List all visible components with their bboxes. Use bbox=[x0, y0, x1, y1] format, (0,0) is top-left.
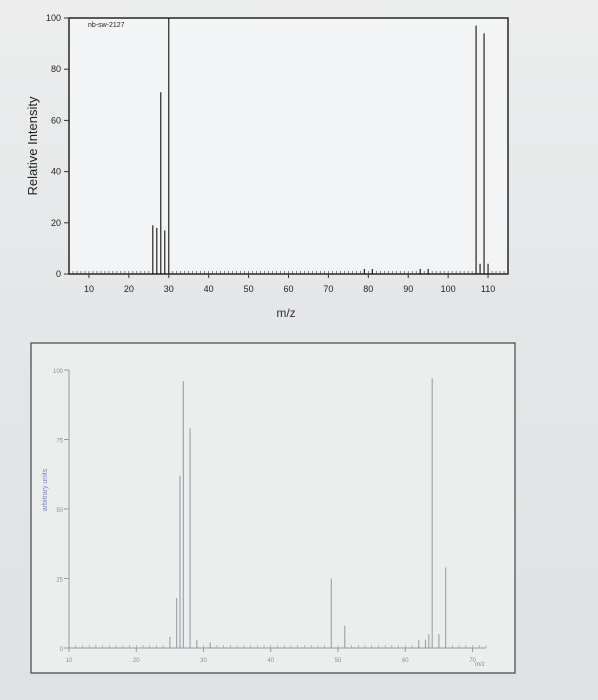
bottom-y-tick-label: 0 bbox=[60, 647, 64, 653]
top-x-tick-label: 40 bbox=[204, 284, 214, 294]
bottom-y-tick-label: 100 bbox=[53, 369, 64, 375]
bottom-y-tick-label: 50 bbox=[56, 508, 63, 514]
top-x-tick-label: 50 bbox=[244, 284, 254, 294]
bottom-x-tick-label: 20 bbox=[133, 658, 140, 664]
top-x-tick-label: 60 bbox=[283, 284, 293, 294]
top-x-tick-label: 110 bbox=[481, 284, 495, 294]
top-x-tick-label: 90 bbox=[403, 284, 413, 294]
bottom-x-axis-label: m/z bbox=[475, 662, 485, 668]
bottom-x-tick-label: 10 bbox=[66, 658, 73, 664]
top-stamp: nb-sw-2127 bbox=[88, 22, 125, 29]
bottom-x-tick-label: 70 bbox=[469, 658, 476, 664]
top-y-tick-label: 100 bbox=[46, 13, 61, 23]
top-plot-frame bbox=[68, 17, 509, 275]
top-y-tick-label: 40 bbox=[51, 167, 61, 177]
top-x-tick-label: 30 bbox=[164, 284, 174, 294]
bottom-y-tick-label: 25 bbox=[56, 578, 63, 584]
spectrum-chart-top: nb-sw-2127 Relative Intensity m/z 10 20 30… bbox=[25, 13, 509, 320]
top-y-tick-label: 80 bbox=[51, 64, 61, 74]
bottom-figure-border bbox=[30, 342, 516, 674]
top-x-tick-label: 20 bbox=[124, 284, 134, 294]
bottom-y-tick-label: 75 bbox=[56, 439, 63, 445]
top-x-tick-label: 80 bbox=[363, 284, 373, 294]
bottom-x-tick-label: 60 bbox=[402, 658, 409, 664]
top-x-tick-label: 70 bbox=[323, 284, 333, 294]
top-x-axis-label: m/z bbox=[276, 306, 295, 320]
bottom-x-tick-label: 40 bbox=[267, 658, 274, 664]
top-y-tick-label: 20 bbox=[51, 218, 61, 228]
bottom-x-tick-label: 50 bbox=[335, 658, 342, 664]
top-y-tick-label: 0 bbox=[56, 269, 61, 279]
top-y-axis-label: Relative Intensity bbox=[25, 96, 40, 195]
top-x-tick-label: 10 bbox=[84, 284, 94, 294]
bottom-x-tick-label: 30 bbox=[200, 658, 207, 664]
top-y-tick-label: 60 bbox=[51, 115, 61, 125]
top-x-tick-label: 100 bbox=[441, 284, 456, 294]
bottom-y-axis-label: arbitrary units bbox=[42, 468, 49, 511]
